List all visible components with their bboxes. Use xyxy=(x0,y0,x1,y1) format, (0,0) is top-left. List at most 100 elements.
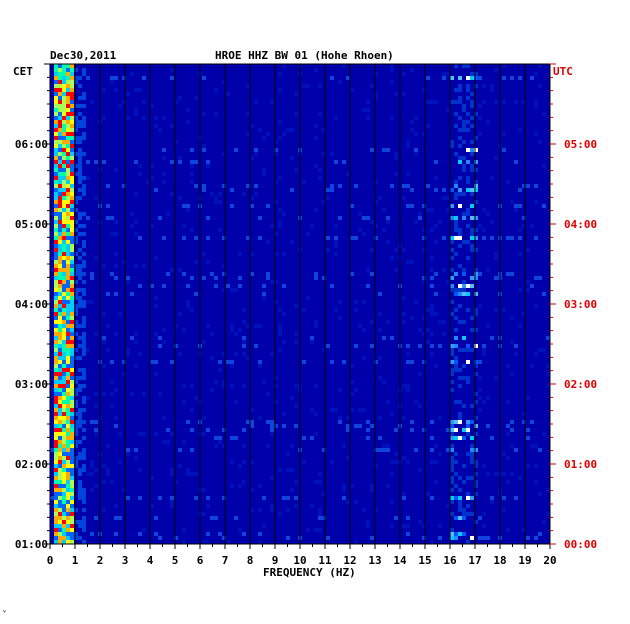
spectrogram-cell xyxy=(186,208,190,212)
spectrogram-cell xyxy=(138,164,142,168)
spectrogram-cell xyxy=(66,348,70,352)
spectrogram-cell xyxy=(62,196,66,200)
spectrogram-cell xyxy=(58,444,62,448)
spectrogram-cell xyxy=(458,504,462,508)
spectrogram-cell xyxy=(78,536,82,540)
spectrogram-cell xyxy=(370,484,374,488)
spectrogram-cell xyxy=(254,324,258,328)
spectrogram-cell xyxy=(130,72,134,76)
spectrogram-cell xyxy=(66,344,70,348)
spectrogram-cell xyxy=(54,124,58,128)
spectrogram-cell xyxy=(70,176,74,180)
spectrogram-cell xyxy=(70,344,74,348)
spectrogram-cell xyxy=(62,396,66,400)
spectrogram-cell xyxy=(74,252,78,256)
spectrogram-cell xyxy=(402,384,406,388)
spectrogram-cell xyxy=(54,292,58,296)
spectrogram-cell xyxy=(382,148,386,152)
spectrogram-cell xyxy=(74,104,78,108)
spectrogram-cell xyxy=(254,148,258,152)
spectrogram-cell xyxy=(162,416,166,420)
spectrogram-cell xyxy=(126,452,130,456)
spectrogram-cell xyxy=(78,408,82,412)
spectrogram-cell xyxy=(66,304,70,308)
spectrogram-cell xyxy=(182,400,186,404)
spectrogram-cell xyxy=(58,68,62,72)
spectrogram-cell xyxy=(54,524,58,528)
spectrogram-cell xyxy=(242,320,246,324)
spectrogram-cell xyxy=(470,116,474,120)
spectrogram-cell xyxy=(174,480,178,484)
spectrogram-cell xyxy=(502,308,506,312)
spectrogram-cell xyxy=(90,300,94,304)
spectrogram-cell xyxy=(66,216,70,220)
spectrogram-cell xyxy=(210,192,214,196)
spectrogram-cell xyxy=(74,76,78,80)
spectrogram-cell xyxy=(70,452,74,456)
spectrogram-cell xyxy=(66,232,70,236)
spectrogram-cell xyxy=(338,300,342,304)
spectrogram-cell xyxy=(190,160,194,164)
spectrogram-cell xyxy=(66,116,70,120)
spectrogram-cell xyxy=(70,520,74,524)
spectrogram-cell xyxy=(70,532,74,536)
spectrogram-cell xyxy=(430,208,434,212)
spectrogram-cell xyxy=(262,496,266,500)
spectrogram-cell xyxy=(66,492,70,496)
spectrogram-cell xyxy=(410,128,414,132)
spectrogram-cell xyxy=(474,268,478,272)
spectrogram-cell xyxy=(442,76,446,80)
spectrogram-cell xyxy=(78,212,82,216)
spectrogram-cell xyxy=(66,208,70,212)
spectrogram-cell xyxy=(154,124,158,128)
spectrogram-cell xyxy=(54,472,58,476)
spectrogram-cell xyxy=(58,480,62,484)
spectrogram-cell xyxy=(394,428,398,432)
spectrogram-cell xyxy=(62,432,66,436)
spectrogram-cell xyxy=(402,196,406,200)
spectrogram-cell xyxy=(470,476,474,480)
spectrogram-cell xyxy=(378,196,382,200)
spectrogram-cell xyxy=(66,160,70,164)
spectrogram-cell xyxy=(82,300,86,304)
spectrogram-cell xyxy=(342,160,346,164)
spectrogram-cell xyxy=(66,180,70,184)
x-axis-ticks: 0 1 2 3 4 5 6 7 8 9 10 11 12 13 14 15 16 17 18 19 20 xyxy=(47,544,557,567)
spectrogram-cell xyxy=(422,204,426,208)
spectrogram-cell xyxy=(410,204,414,208)
spectrogram-cell xyxy=(466,376,470,380)
spectrogram-cell xyxy=(102,364,106,368)
spectrogram-cell xyxy=(50,308,54,312)
spectrogram-cell xyxy=(78,152,82,156)
spectrogram-cell xyxy=(58,436,62,440)
spectrogram-cell xyxy=(66,140,70,144)
spectrogram-cell xyxy=(410,188,414,192)
spectrogram-cell xyxy=(182,540,186,544)
spectrogram-cell xyxy=(70,200,74,204)
spectrogram-cell xyxy=(418,344,422,348)
spectrogram-cell xyxy=(54,320,58,324)
spectrogram-cell xyxy=(90,276,94,280)
spectrogram-cell xyxy=(342,488,346,492)
spectrogram-cell xyxy=(70,416,74,420)
spectrogram-cell xyxy=(406,184,410,188)
spectrogram-cell xyxy=(62,276,66,280)
spectrogram-cell xyxy=(62,120,66,124)
spectrogram-cell xyxy=(70,324,74,328)
spectrogram-cell xyxy=(70,92,74,96)
spectrogram-cell xyxy=(134,112,138,116)
spectrogram-cell xyxy=(294,504,298,508)
spectrogram-cell xyxy=(66,516,70,520)
x-tick-label: 7 xyxy=(222,554,229,567)
spectrogram-cell xyxy=(406,140,410,144)
spectrogram-cell xyxy=(394,516,398,520)
spectrogram-cell xyxy=(478,396,482,400)
spectrogram-cell xyxy=(66,80,70,84)
spectrogram-cell xyxy=(62,164,66,168)
spectrogram-cell xyxy=(534,352,538,356)
spectrogram-cell xyxy=(62,476,66,480)
spectrogram-cell xyxy=(206,160,210,164)
spectrogram-cell xyxy=(66,324,70,328)
spectrogram-cell xyxy=(270,428,274,432)
x-tick-label: 19 xyxy=(518,554,531,567)
